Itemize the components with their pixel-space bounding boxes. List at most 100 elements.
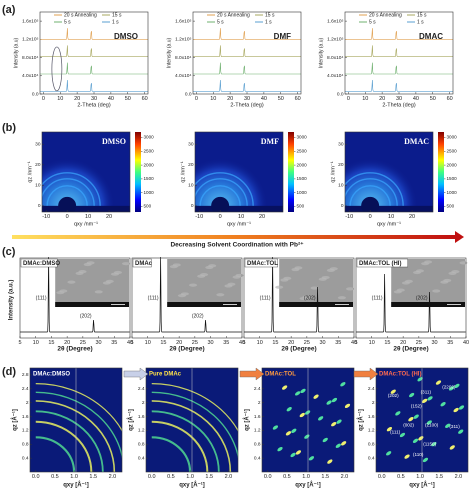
y-axis-label: Intensity (a.u) [13, 38, 19, 69]
x-tick-label: 40 [239, 340, 245, 346]
x-tick-label: 25 [80, 340, 86, 346]
image-layer [345, 28, 453, 92]
xrd-trace [193, 79, 301, 92]
x-tick-label: 50 [125, 96, 131, 102]
plot-title: DMAc:TOL [265, 372, 296, 378]
plot-frame [355, 257, 467, 339]
diffraction-spot [336, 419, 342, 424]
y-tick-label: 30 [338, 142, 344, 148]
y-tick-label: 8.0x10⁴ [22, 55, 38, 61]
sem-grain [102, 281, 111, 285]
diffraction-spot [331, 421, 337, 427]
peak-annotation: (110) [413, 452, 424, 457]
x-tick-label: 15 [384, 340, 390, 346]
y-tick-label: 20 [35, 162, 41, 168]
x-tick-label: 0.0 [148, 474, 156, 480]
peak-annotation: (202) [388, 393, 399, 398]
y-tick-label: 2.4 [368, 386, 375, 392]
x-tick-label: 35 [447, 340, 453, 346]
y-tick-label: 8.0x10⁴ [327, 55, 343, 61]
diffraction-spot [304, 410, 311, 415]
y-tick-label: 0 [341, 203, 344, 209]
xrd-trace [345, 79, 453, 92]
plot-frame [192, 11, 302, 95]
diffraction-spot [326, 400, 332, 405]
x-tick-label: 0.0 [32, 474, 40, 480]
x-axis-label: 2θ (Degree) [169, 346, 204, 353]
image-layer [262, 368, 354, 472]
x-tick-label: 0 [369, 214, 372, 220]
image-layer [195, 132, 283, 212]
legend-label: 5 s [64, 19, 71, 25]
plot-title: Pure DMAc [149, 372, 182, 378]
title-box [20, 258, 58, 268]
x-tick-label: 10 [145, 340, 151, 346]
plot-frame [145, 367, 239, 473]
diffraction-spot [453, 407, 459, 413]
peak-label: (202) [304, 295, 316, 301]
plot-frame [41, 131, 131, 213]
x-axis-label: 2-Theta (deg) [77, 102, 110, 108]
y-tick-label: 0.4 [22, 455, 29, 461]
y-tick-label: 1.2 [368, 428, 375, 434]
x-tick-label: 5 [242, 340, 245, 346]
peak-annotation: (311) [449, 424, 460, 429]
diffraction-arc [151, 410, 220, 472]
sem-footer [167, 302, 241, 307]
plot-title: DMAc:TOL (HI) [359, 261, 401, 267]
y-axis-label: qz /nm⁻¹ [180, 161, 186, 182]
x-axis-label: qxy /nm⁻¹ [377, 221, 401, 227]
x-tick-label: 10 [369, 340, 375, 346]
x-tick-label: 0.0 [378, 474, 386, 480]
y-tick-label: 0.4 [368, 455, 375, 461]
x-tick-label: 0 [347, 96, 350, 102]
y-tick-label: 2 [26, 400, 29, 406]
y-tick-label: 0.0 [32, 91, 39, 97]
sem-grain [448, 271, 457, 275]
x-tick-label: 1.0 [302, 474, 310, 480]
x-tick-label: 35 [111, 340, 117, 346]
y-tick-label: 1.6 [254, 414, 261, 420]
x-tick-label: -10 [195, 214, 203, 220]
y-tick-label: 20 [338, 162, 344, 168]
colorbar-tick-label: 1000 [297, 190, 308, 195]
diffuse-ring [42, 157, 116, 212]
y-tick-label: 1.2 [22, 428, 29, 434]
peak-annotation: (002) [403, 422, 414, 427]
colorbar-tick-label: 3000 [297, 135, 308, 140]
title-box [132, 258, 152, 268]
beamstop [195, 205, 283, 212]
diffuse-ring [195, 157, 269, 212]
diffraction-spot [427, 396, 433, 401]
y-tick-label: 8.0x10⁴ [175, 55, 191, 61]
sem-grain [75, 271, 84, 275]
y-tick-label: 0.4 [254, 455, 261, 461]
peak-label: (111) [36, 295, 47, 301]
x-tick-label: 50 [430, 96, 436, 102]
diffraction-arc [151, 383, 238, 432]
diffraction-spot [454, 383, 460, 389]
x-tick-label: 20 [288, 340, 294, 346]
x-tick-label: 0.5 [167, 474, 175, 480]
image-layer [42, 132, 130, 212]
plot-frame [131, 257, 243, 339]
sem-inset [167, 259, 241, 307]
sem-grain [56, 291, 65, 295]
diffraction-arc [151, 436, 192, 472]
plot-title: DMAc:DMSO [33, 372, 70, 378]
x-axis-label: qxy [Å⁻¹] [295, 482, 321, 489]
diffraction-spot [300, 388, 306, 394]
diffraction-arc [35, 410, 104, 472]
y-axis-label: Intensity (a.u) [318, 38, 324, 69]
peak-annotation: (111) [390, 429, 401, 434]
x-tick-label: 0.5 [51, 474, 59, 480]
sem-inset [279, 259, 353, 307]
x-tick-label: 1.5 [89, 474, 97, 480]
plot-title: DMAc [135, 261, 153, 267]
x-tick-label: 30 [96, 340, 102, 346]
x-tick-label: 20 [106, 214, 112, 220]
diffraction-spot [277, 446, 283, 452]
plot-frame [344, 11, 454, 95]
y-axis-label: qz /nm⁻¹ [330, 161, 336, 182]
x-axis-label: 2-Theta (deg) [230, 102, 263, 108]
